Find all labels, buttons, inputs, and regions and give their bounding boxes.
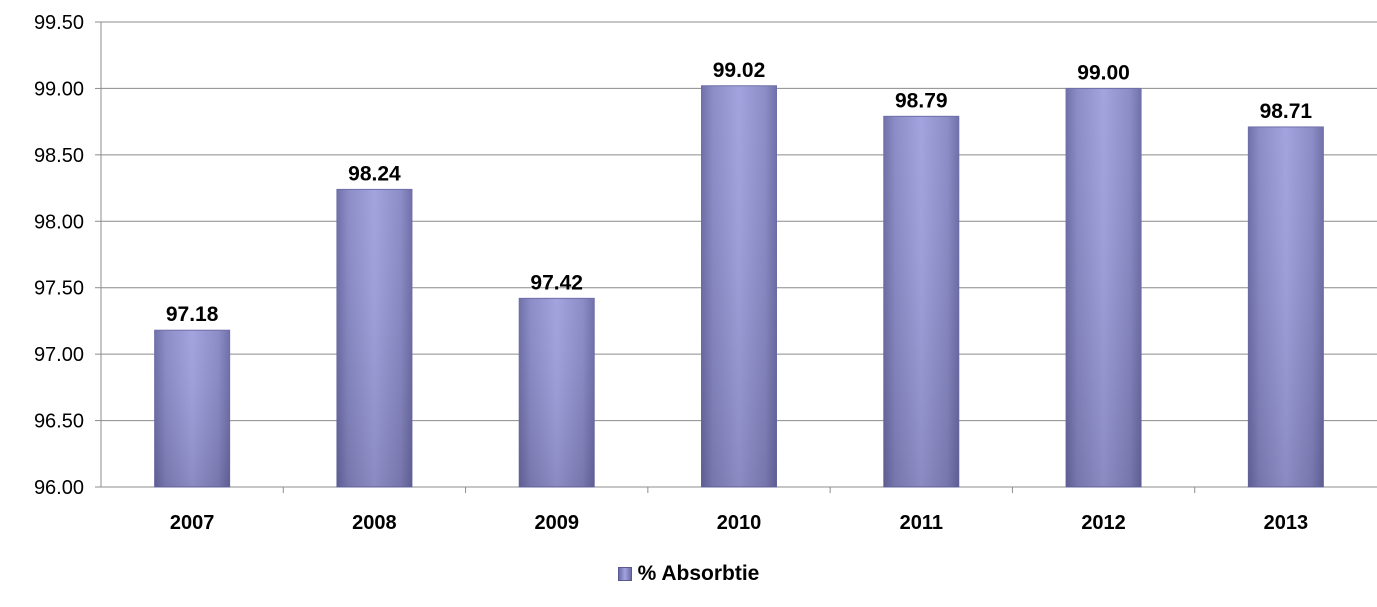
data-label: 99.00 (1077, 61, 1130, 84)
x-tick-label: 2010 (717, 512, 762, 534)
bar-shade (883, 116, 959, 487)
bar-shade (154, 330, 230, 487)
y-tick-label: 96.00 (34, 477, 84, 499)
y-tick-label: 98.50 (34, 145, 84, 167)
y-tick-label: 96.50 (34, 411, 84, 433)
bar-shade (336, 189, 412, 487)
bar-shade (1248, 126, 1324, 487)
bar-shade (701, 85, 777, 488)
data-label: 98.24 (348, 162, 401, 185)
bar-shade (519, 298, 595, 487)
bar-shade (1066, 88, 1142, 487)
data-label: 98.71 (1260, 100, 1313, 123)
x-tick-label: 2007 (170, 512, 215, 534)
y-tick-label: 97.50 (34, 278, 84, 300)
data-label: 97.18 (166, 303, 219, 326)
data-label: 98.79 (895, 89, 948, 112)
labels: 96.00 96.50 97.00 97.50 98.00 98.50 99.00 99.50… (34, 12, 1313, 534)
x-tick-label: 2011 (900, 512, 943, 534)
x-tick-label: 2008 (352, 512, 397, 534)
data-label: 99.02 (713, 59, 766, 82)
x-tick-label: 2009 (534, 512, 579, 534)
legend-label: % Absorbtie (637, 562, 760, 585)
y-tick-label: 99.50 (34, 12, 84, 34)
y-tick-label: 98.00 (34, 211, 84, 233)
y-tick-label: 99.00 (34, 78, 84, 100)
x-tick-label: 2012 (1081, 512, 1126, 534)
y-tick-label: 97.00 (34, 344, 84, 366)
data-label: 97.42 (530, 271, 583, 294)
x-tick-label: 2013 (1264, 512, 1309, 534)
legend-swatch (617, 567, 632, 581)
legend: % Absorbtie (0, 562, 1377, 586)
bars (154, 85, 1324, 488)
